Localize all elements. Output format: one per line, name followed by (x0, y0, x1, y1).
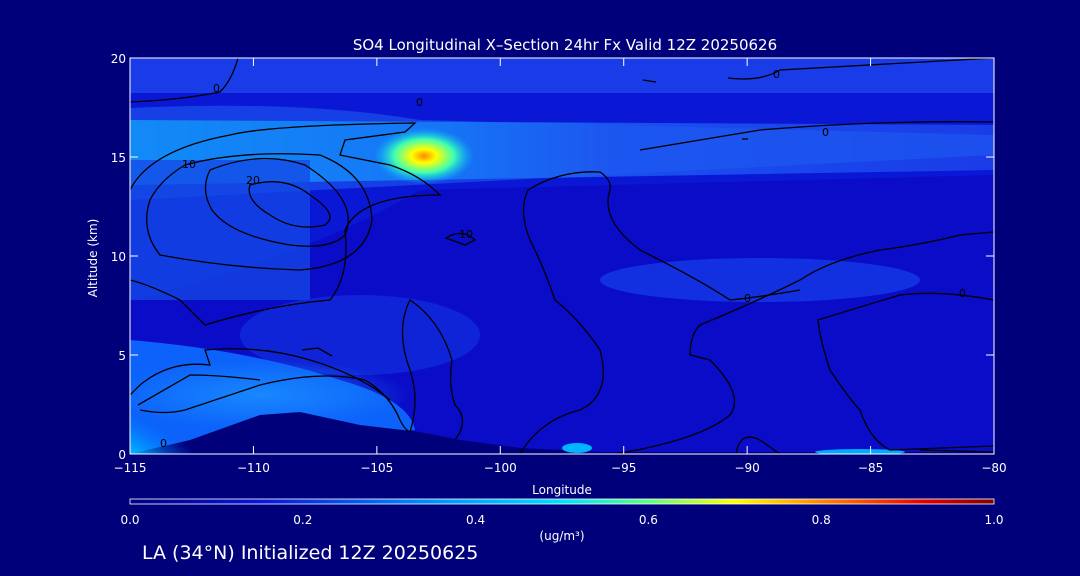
y-tick-label: 20 (111, 52, 126, 66)
x-tick-label: −110 (237, 461, 270, 475)
x-tick-label: −115 (114, 461, 147, 475)
colorbar-tick-label: 0.2 (293, 513, 312, 527)
contour-label-group: 0 0 0 10 10 20 0 0 0 0 (160, 68, 966, 450)
footer-text: LA (34°N) Initialized 12Z 20250625 (142, 542, 479, 564)
colorbar-tick-label: 0.4 (466, 513, 485, 527)
y-axis-ticks: 0 5 10 15 20 (111, 52, 994, 462)
x-tick-label: −80 (981, 461, 1006, 475)
colorbar-tick-label: 1.0 (984, 513, 1003, 527)
colorbar-tick-label: 0.0 (120, 513, 139, 527)
y-tick-label: 10 (111, 250, 126, 264)
colorbar (130, 499, 994, 504)
y-tick-label: 15 (111, 151, 126, 165)
x-tick-label: −95 (611, 461, 636, 475)
y-axis-title: Altitude (km) (86, 219, 100, 298)
contour-label: 0 (822, 126, 829, 139)
contour-label: 20 (246, 174, 260, 187)
contour-lines (130, 58, 994, 454)
x-tick-label: −90 (734, 461, 759, 475)
y-tick-label: 0 (118, 448, 126, 462)
colorbar-tick-label: 0.6 (639, 513, 658, 527)
colorbar-ticks: 0.0 0.2 0.4 0.6 0.8 1.0 (120, 513, 1003, 527)
contour-label: 0 (416, 96, 423, 109)
x-axis-ticks: −115 −110 −105 −100 −95 −90 −85 −80 (114, 58, 1007, 475)
contour-label: 0 (160, 437, 167, 450)
contour-label: 10 (459, 228, 473, 241)
contour-label: 10 (182, 158, 196, 171)
contour-label: 0 (773, 68, 780, 81)
heatmap-field (130, 58, 994, 454)
x-tick-label: −100 (484, 461, 517, 475)
contour-label: 0 (213, 82, 220, 95)
colorbar-tick-label: 0.8 (812, 513, 831, 527)
contour-label: 0 (959, 287, 966, 300)
chart-title: SO4 Longitudinal X–Section 24hr Fx Valid… (353, 36, 777, 54)
x-tick-label: −85 (858, 461, 883, 475)
x-tick-label: −105 (360, 461, 393, 475)
y-tick-label: 5 (118, 349, 126, 363)
colorbar-unit-label: (ug/m³) (539, 529, 584, 543)
contour-label: 0 (744, 292, 751, 305)
x-axis-title: Longitude (532, 483, 592, 497)
